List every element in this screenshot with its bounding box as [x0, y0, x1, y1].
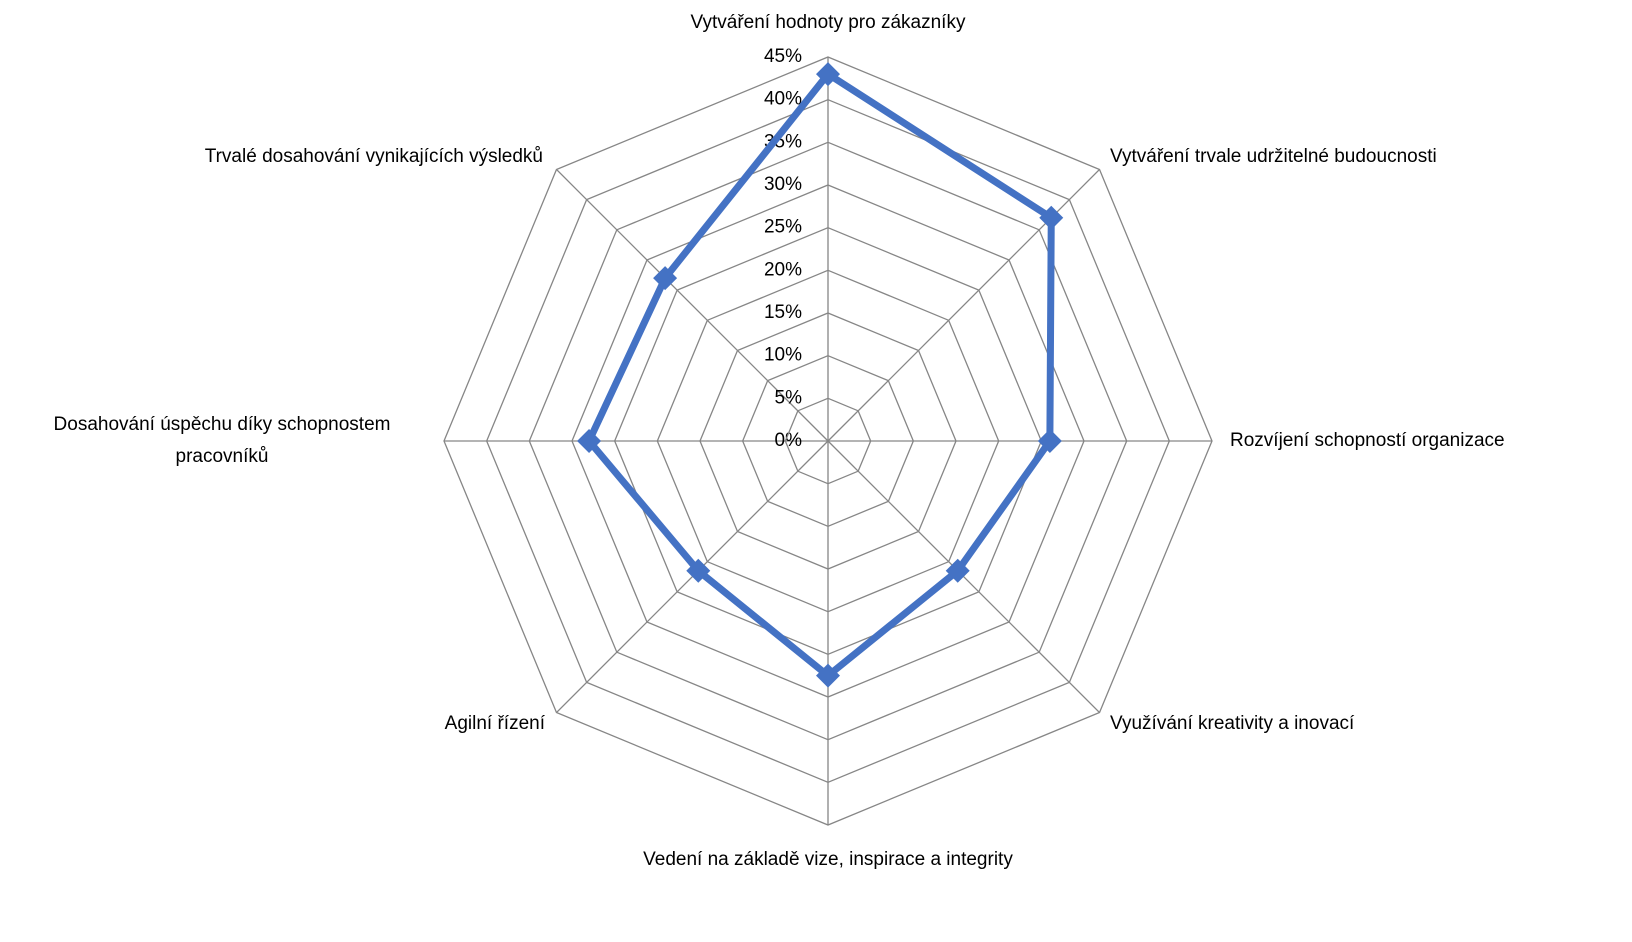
grid-ring [571, 184, 1085, 698]
marker [1037, 429, 1062, 453]
category-label: Dosahování úspěchu díky schopnostem prac… [53, 414, 391, 467]
marker [686, 558, 711, 583]
marker [1039, 205, 1064, 230]
grid-ring [699, 312, 957, 570]
marker [577, 429, 602, 453]
grid-ring [485, 98, 1171, 784]
grid-ring [784, 397, 872, 485]
marker [816, 62, 840, 87]
y-tick-label: 20% [764, 259, 802, 280]
marker [653, 266, 678, 291]
spoke [827, 169, 1100, 442]
grid-ring [741, 354, 915, 528]
y-tick-label: 15% [764, 302, 802, 323]
spoke [556, 169, 829, 442]
category-label: Vytváření trvale udržitelné budoucnosti [1110, 146, 1437, 167]
category-label: Využívání kreativity a inovací [1110, 713, 1355, 734]
y-tick-label: 40% [764, 89, 802, 110]
category-label: Rozvíjení schopností organizace [1230, 430, 1505, 451]
category-label: Vedení na základě vize, inspirace a inte… [643, 849, 1013, 870]
y-tick-label: 10% [764, 345, 802, 366]
category-label: Trvalé dosahování vynikajících výsledků [204, 146, 543, 167]
y-tick-label: 5% [775, 387, 803, 408]
spoke [827, 440, 1100, 713]
category-label: Vytváření hodnoty pro zákazníky [690, 12, 966, 33]
grid-ring [656, 269, 1000, 613]
grid-ring [528, 141, 1128, 741]
y-tick-label: 0% [775, 430, 803, 451]
marker [816, 663, 840, 688]
y-tick-label: 25% [764, 217, 802, 238]
marker [945, 558, 970, 583]
y-tick-label: 30% [764, 174, 802, 195]
spoke [556, 440, 829, 713]
category-label: Agilní řízení [444, 713, 545, 734]
grid-ring [443, 56, 1213, 826]
grid-ring [613, 226, 1043, 656]
y-tick-label: 45% [764, 46, 802, 67]
